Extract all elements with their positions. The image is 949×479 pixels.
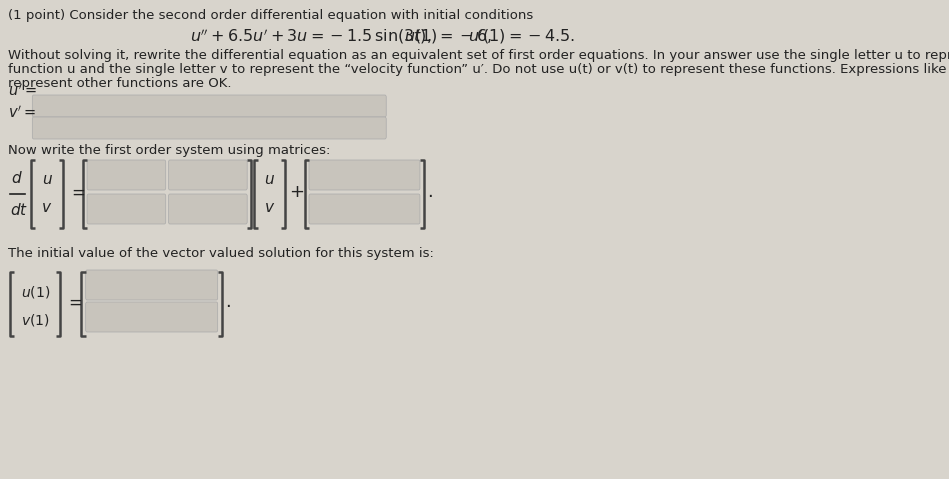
Text: .: . <box>427 183 433 201</box>
Text: (1 point) Consider the second order differential equation with initial condition: (1 point) Consider the second order diff… <box>9 9 533 22</box>
Text: Without solving it, rewrite the differential equation as an equivalent set of fi: Without solving it, rewrite the differen… <box>9 49 949 62</box>
Text: $=$: $=$ <box>68 183 85 201</box>
Text: $=$: $=$ <box>65 294 82 310</box>
Text: $v$: $v$ <box>264 201 275 215</box>
FancyBboxPatch shape <box>169 194 247 224</box>
Text: $u(1) = -6,$: $u(1) = -6,$ <box>404 27 493 45</box>
Text: $v$: $v$ <box>42 201 52 215</box>
Text: $v(1)$: $v(1)$ <box>21 312 49 328</box>
FancyBboxPatch shape <box>309 194 420 224</box>
FancyBboxPatch shape <box>85 302 217 332</box>
FancyBboxPatch shape <box>85 270 217 300</box>
Text: $u(1)$: $u(1)$ <box>21 284 49 300</box>
FancyBboxPatch shape <box>32 117 386 139</box>
Text: $dt$: $dt$ <box>9 202 28 218</box>
Text: $+$: $+$ <box>289 183 305 201</box>
FancyBboxPatch shape <box>309 160 420 190</box>
Text: Now write the first order system using matrices:: Now write the first order system using m… <box>9 144 331 157</box>
Text: $u'(1) = -4.5.$: $u'(1) = -4.5.$ <box>468 27 575 46</box>
Text: .: . <box>225 293 231 311</box>
FancyBboxPatch shape <box>32 95 386 117</box>
Text: $u' =$: $u' =$ <box>9 82 37 99</box>
Text: function u and the single letter v to represent the “velocity function” u′. Do n: function u and the single letter v to re… <box>9 63 949 76</box>
Text: $u$: $u$ <box>42 173 52 187</box>
Text: represent other functions are OK.: represent other functions are OK. <box>9 77 232 90</box>
FancyBboxPatch shape <box>169 160 247 190</box>
Text: $d$: $d$ <box>11 170 23 186</box>
FancyBboxPatch shape <box>87 160 166 190</box>
Text: $u'' + 6.5u' + 3u = -1.5\,\sin(3t),$: $u'' + 6.5u' + 3u = -1.5\,\sin(3t),$ <box>190 27 431 46</box>
Text: The initial value of the vector valued solution for this system is:: The initial value of the vector valued s… <box>9 247 435 260</box>
Text: $u$: $u$ <box>264 173 275 187</box>
Text: $v' =$: $v' =$ <box>9 104 37 121</box>
FancyBboxPatch shape <box>87 194 166 224</box>
